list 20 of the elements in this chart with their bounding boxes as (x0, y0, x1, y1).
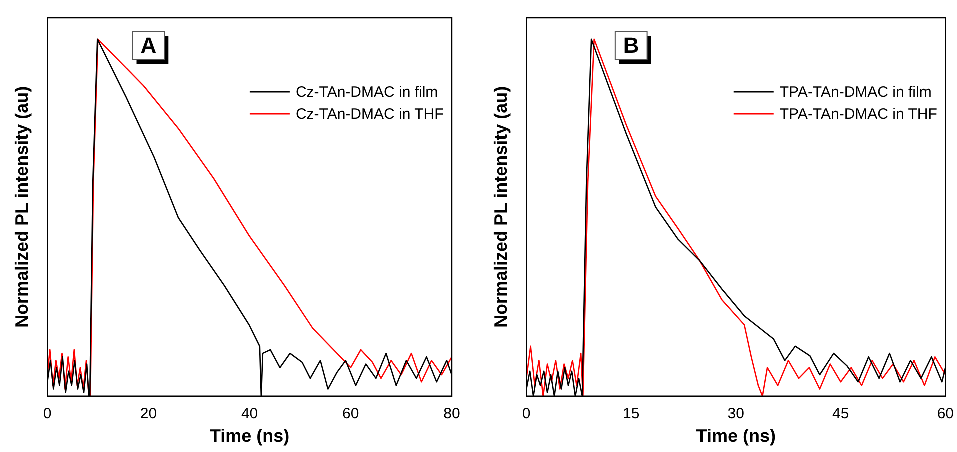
x-tick-label: 0 (43, 406, 52, 423)
x-tick-label: 80 (444, 406, 460, 423)
y-axis-title: Normalized PL intensity (au) (12, 86, 32, 328)
legend-label: Cz-TAn-DMAC in film (296, 84, 438, 102)
legend-label: TPA-TAn-DMAC in film (780, 84, 932, 102)
x-axis-title: Time (ns) (210, 426, 290, 446)
x-tick-label: 30 (728, 406, 744, 423)
annotation: A (140, 33, 157, 58)
y-axis-title: Normalized PL intensity (au) (490, 86, 511, 328)
x-tick-label: 60 (937, 406, 954, 423)
x-axis-title: Time (ns) (696, 426, 776, 446)
legend-label: TPA-TAn-DMAC in THF (780, 106, 938, 124)
x-tick-label: 15 (623, 406, 640, 423)
legend-label: Cz-TAn-DMAC in THF (296, 106, 444, 124)
x-tick-label: 20 (140, 406, 158, 423)
x-tick-label: 45 (832, 406, 850, 423)
x-tick-label: 40 (241, 406, 258, 423)
x-tick-label: 60 (342, 406, 360, 423)
x-tick-label: 0 (522, 406, 531, 423)
annotation: B (623, 33, 640, 58)
